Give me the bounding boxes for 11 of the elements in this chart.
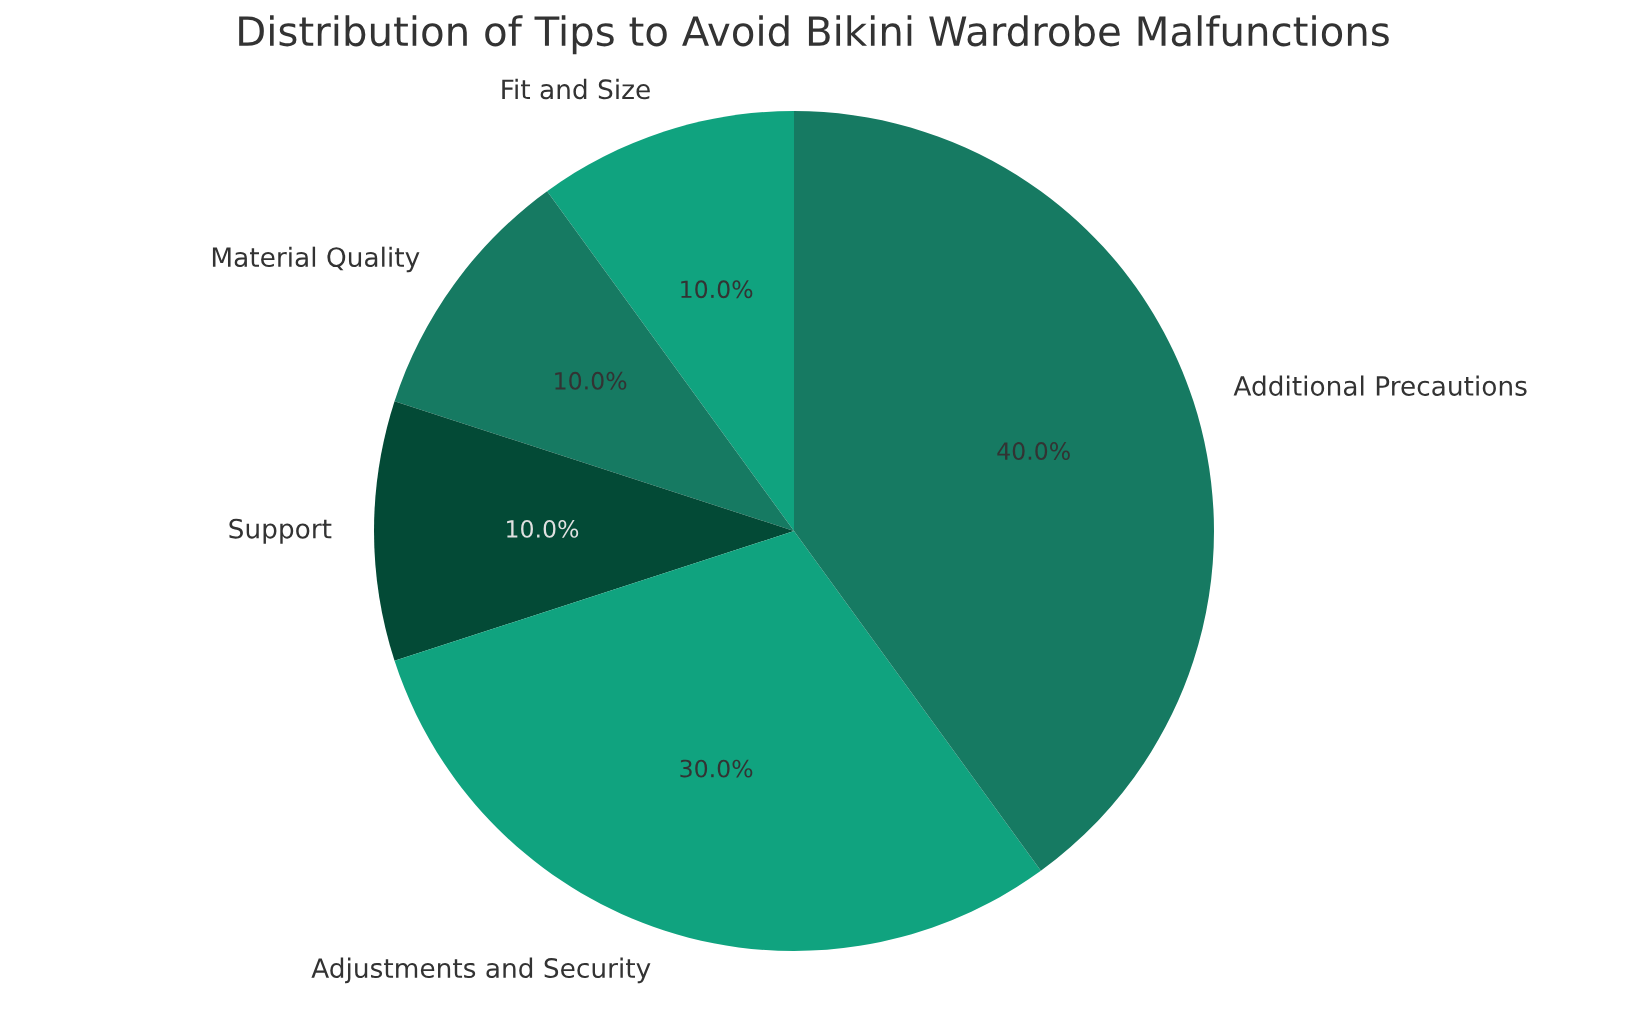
slice-label: Fit and Size bbox=[502, 78, 650, 100]
chart-title: Distribution of Tips to Avoid Bikini Wardrobe Malfunctions bbox=[239, 15, 1389, 55]
slice-label: Material Quality bbox=[212, 246, 420, 273]
data-label: 30.0% bbox=[680, 759, 753, 778]
data-label: 10.0% bbox=[681, 280, 753, 299]
slice-label: Adjustments and Security bbox=[311, 957, 651, 984]
data-label: 10.0% bbox=[555, 371, 627, 390]
data-label: 40.0% bbox=[997, 442, 1070, 460]
data-label: 10.0% bbox=[507, 519, 579, 538]
slice-label: Support bbox=[229, 518, 332, 544]
slice-label: Additional Precautions bbox=[1233, 375, 1527, 396]
